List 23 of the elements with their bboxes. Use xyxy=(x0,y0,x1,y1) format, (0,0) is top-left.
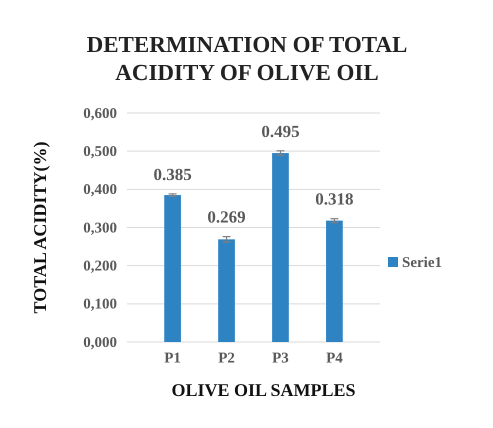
bar xyxy=(272,153,289,342)
x-tick-label: P2 xyxy=(218,350,235,367)
bar xyxy=(164,195,181,342)
data-label: 0.495 xyxy=(261,122,300,141)
x-tick-label: P4 xyxy=(326,350,344,367)
data-label: 0.318 xyxy=(315,190,354,209)
y-tick-label: 0,100 xyxy=(83,296,117,313)
data-label: 0.385 xyxy=(153,164,192,184)
y-tick-label: 0,200 xyxy=(83,258,117,274)
bar xyxy=(218,239,235,342)
y-tick-label: 0,300 xyxy=(83,220,117,236)
y-tick-label: 0,400 xyxy=(83,182,117,198)
y-axis-title: TOTAL ACIDITY(%) xyxy=(30,142,50,314)
y-tick-label: 0,000 xyxy=(83,334,117,351)
data-label: 0.269 xyxy=(207,208,246,227)
y-tick-label: 0,600 xyxy=(83,106,117,122)
bar xyxy=(326,220,343,342)
x-tick-label: P1 xyxy=(164,350,181,367)
legend-label: Serie1 xyxy=(402,255,442,271)
chart-title: DETERMINATION OF TOTAL ACIDITY OF OLIVE OIL xyxy=(86,32,408,85)
y-tick-label: 0,500 xyxy=(83,144,117,160)
x-tick-label: P3 xyxy=(272,350,289,367)
x-axis-title: OLIVE OIL SAMPLES xyxy=(171,380,356,400)
